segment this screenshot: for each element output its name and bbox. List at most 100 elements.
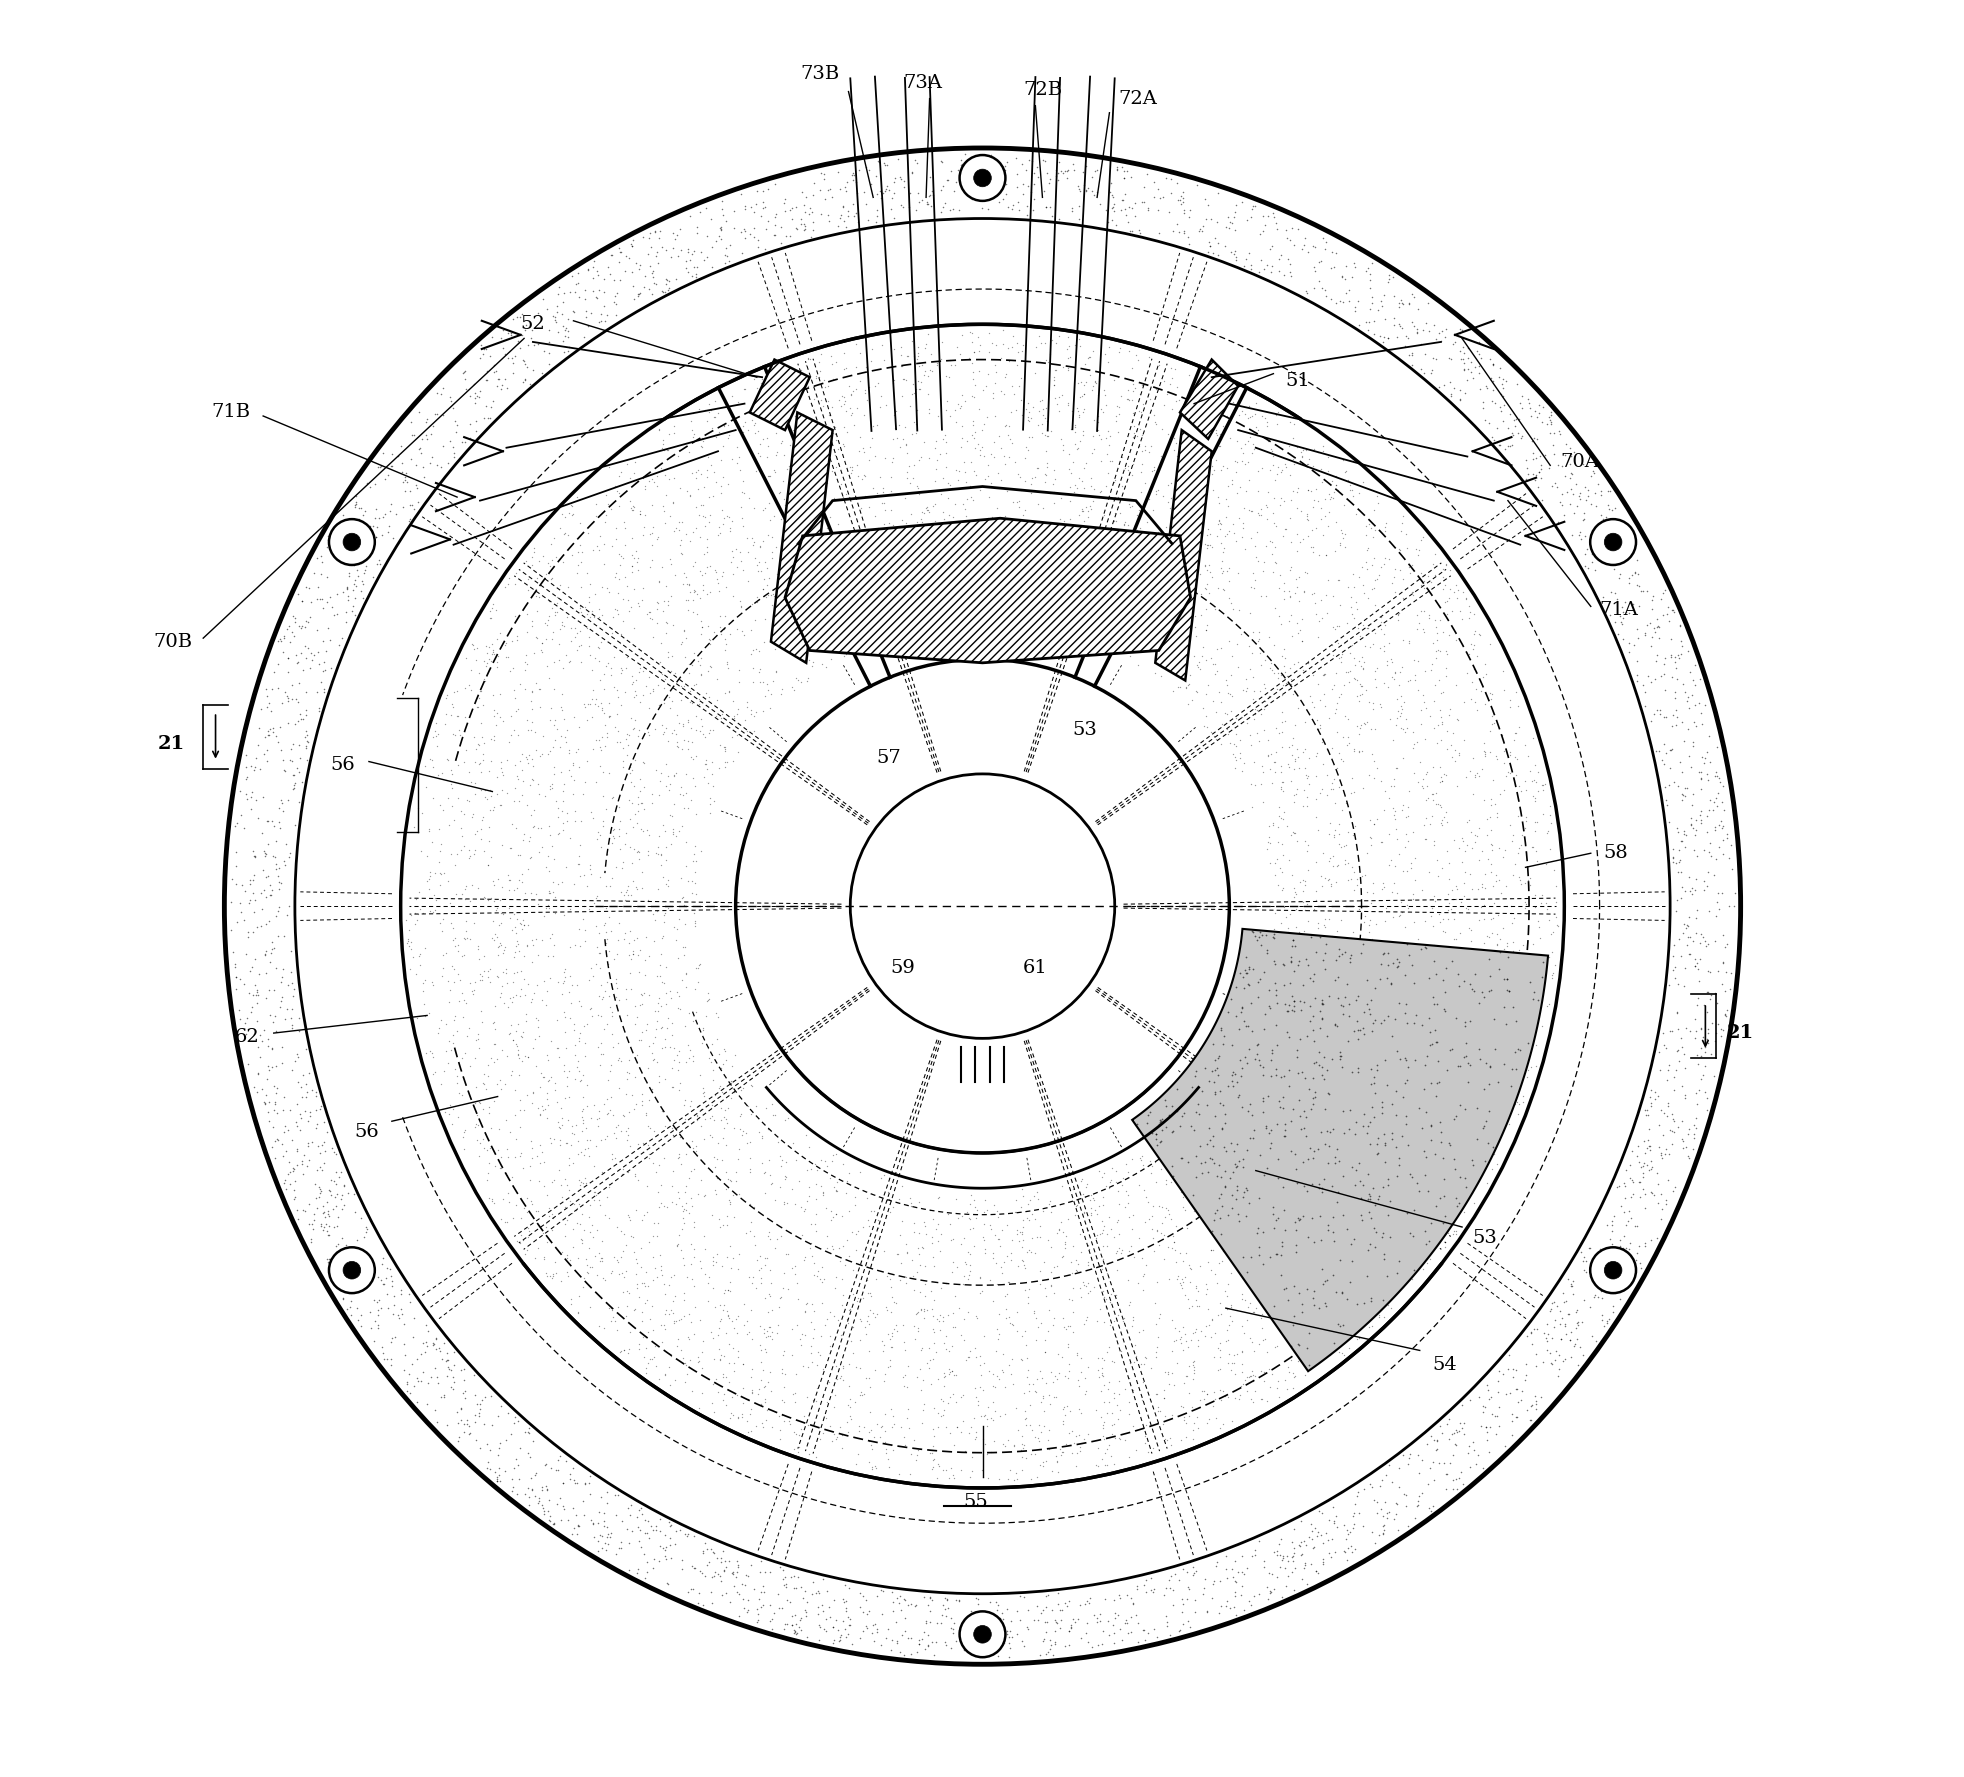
Point <box>864 464 896 492</box>
Point <box>1233 1185 1265 1214</box>
Point <box>1059 583 1090 611</box>
Point <box>434 382 465 410</box>
Point <box>1281 780 1312 809</box>
Point <box>784 1422 815 1450</box>
Point <box>1002 487 1033 515</box>
Point <box>611 876 642 904</box>
Point <box>799 615 831 643</box>
Point <box>1383 1045 1414 1073</box>
Point <box>1422 1096 1453 1125</box>
Point <box>1218 1342 1249 1370</box>
Point <box>493 563 524 592</box>
Point <box>1322 984 1353 1013</box>
Point <box>1243 919 1275 947</box>
Point <box>672 794 703 823</box>
Point <box>654 682 685 711</box>
Point <box>1379 805 1410 833</box>
Point <box>986 1605 1017 1633</box>
Point <box>520 970 552 999</box>
Point <box>843 588 874 617</box>
Point <box>680 880 711 908</box>
Point <box>487 761 518 789</box>
Point <box>526 739 558 768</box>
Point <box>1137 1574 1169 1603</box>
Point <box>786 210 817 238</box>
Point <box>858 1452 890 1480</box>
Point <box>265 963 297 992</box>
Point <box>632 821 664 849</box>
Point <box>1500 1388 1532 1416</box>
Point <box>1222 652 1253 681</box>
Point <box>1119 521 1151 549</box>
Point <box>780 1379 811 1407</box>
Point <box>369 501 401 530</box>
Point <box>894 393 925 421</box>
Point <box>782 1438 813 1466</box>
Point <box>1300 743 1332 771</box>
Point <box>1282 215 1314 243</box>
Point <box>251 1080 283 1109</box>
Point <box>568 1169 599 1198</box>
Point <box>1306 1187 1337 1215</box>
Point <box>544 819 575 848</box>
Point <box>986 1358 1017 1386</box>
Point <box>1646 745 1677 773</box>
Point <box>591 252 623 281</box>
Point <box>646 968 678 997</box>
Point <box>1253 1075 1284 1104</box>
Point <box>462 1125 493 1153</box>
Point <box>644 649 676 677</box>
Point <box>1086 1183 1118 1212</box>
Point <box>1279 1208 1310 1237</box>
Point <box>676 729 707 757</box>
Point <box>1324 1178 1355 1207</box>
Point <box>770 222 801 251</box>
Point <box>1373 629 1404 657</box>
Point <box>760 634 791 663</box>
Point <box>1603 1171 1634 1199</box>
Point <box>646 277 678 306</box>
Point <box>1017 1299 1049 1327</box>
Point <box>1622 560 1654 588</box>
Point <box>756 1169 788 1198</box>
Point <box>597 265 628 293</box>
Point <box>1392 290 1424 318</box>
Point <box>460 1109 491 1137</box>
Point <box>1013 1237 1045 1265</box>
Point <box>1379 816 1410 844</box>
Point <box>393 931 424 960</box>
Point <box>727 418 758 446</box>
Point <box>1652 809 1683 837</box>
Point <box>738 418 770 446</box>
Point <box>746 1123 778 1151</box>
Point <box>1121 1111 1153 1139</box>
Point <box>1212 1173 1243 1201</box>
Point <box>1292 1351 1324 1379</box>
Point <box>1257 947 1288 976</box>
Point <box>685 661 717 689</box>
Point <box>962 357 994 386</box>
Point <box>707 1295 738 1324</box>
Point <box>943 1294 974 1322</box>
Point <box>811 1221 843 1249</box>
Point <box>1502 864 1534 892</box>
Point <box>487 775 518 803</box>
Point <box>1363 689 1394 718</box>
Point <box>1161 1212 1192 1240</box>
Point <box>888 1423 919 1452</box>
Point <box>1520 402 1552 430</box>
Point <box>711 1580 742 1608</box>
Point <box>831 620 862 649</box>
Point <box>1135 1118 1167 1146</box>
Point <box>601 478 632 506</box>
Point <box>888 1327 919 1356</box>
Point <box>901 569 933 597</box>
Point <box>1304 1201 1336 1230</box>
Point <box>1343 1498 1375 1526</box>
Point <box>1385 1162 1416 1191</box>
Point <box>1027 1452 1059 1480</box>
Point <box>860 1454 892 1482</box>
Point <box>458 631 489 659</box>
Point <box>1703 778 1734 807</box>
Point <box>1216 739 1247 768</box>
